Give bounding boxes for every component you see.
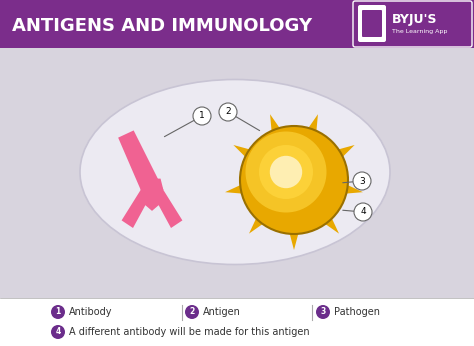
Bar xyxy=(0,0,474,48)
Text: Antibody: Antibody xyxy=(69,307,112,317)
Polygon shape xyxy=(312,203,339,234)
FancyBboxPatch shape xyxy=(358,5,386,42)
Text: Pathogen: Pathogen xyxy=(334,307,380,317)
Circle shape xyxy=(185,305,199,319)
Polygon shape xyxy=(122,179,182,228)
Text: 4: 4 xyxy=(360,208,366,217)
Text: 4: 4 xyxy=(55,328,61,337)
Text: ANTIGENS AND IMMUNOLOGY: ANTIGENS AND IMMUNOLOGY xyxy=(12,17,312,35)
Circle shape xyxy=(219,103,237,121)
Polygon shape xyxy=(118,130,164,199)
Bar xyxy=(0,48,474,300)
Circle shape xyxy=(259,145,313,199)
Polygon shape xyxy=(233,145,265,169)
Circle shape xyxy=(354,203,372,221)
Circle shape xyxy=(240,126,348,234)
Text: 3: 3 xyxy=(320,308,326,317)
Text: A different antibody will be made for this antigen: A different antibody will be made for th… xyxy=(69,327,310,337)
Circle shape xyxy=(193,107,211,125)
Bar xyxy=(0,298,474,346)
Polygon shape xyxy=(299,114,318,147)
Polygon shape xyxy=(225,178,258,195)
Circle shape xyxy=(316,305,330,319)
Polygon shape xyxy=(330,178,363,195)
Circle shape xyxy=(51,305,65,319)
Text: The Learning App: The Learning App xyxy=(392,28,447,34)
Polygon shape xyxy=(270,114,289,147)
Polygon shape xyxy=(285,218,302,250)
Text: BYJU'S: BYJU'S xyxy=(392,12,438,26)
FancyBboxPatch shape xyxy=(353,1,472,47)
Text: 1: 1 xyxy=(199,111,205,120)
Text: Antigen: Antigen xyxy=(203,307,241,317)
Text: 2: 2 xyxy=(225,108,231,117)
Circle shape xyxy=(246,131,327,212)
FancyBboxPatch shape xyxy=(362,10,382,37)
Polygon shape xyxy=(323,145,355,169)
Circle shape xyxy=(353,172,371,190)
Polygon shape xyxy=(249,203,276,234)
Circle shape xyxy=(51,325,65,339)
Text: 1: 1 xyxy=(55,308,61,317)
Text: 3: 3 xyxy=(359,176,365,185)
Text: 2: 2 xyxy=(190,308,195,317)
Ellipse shape xyxy=(80,80,390,264)
Circle shape xyxy=(270,156,302,188)
